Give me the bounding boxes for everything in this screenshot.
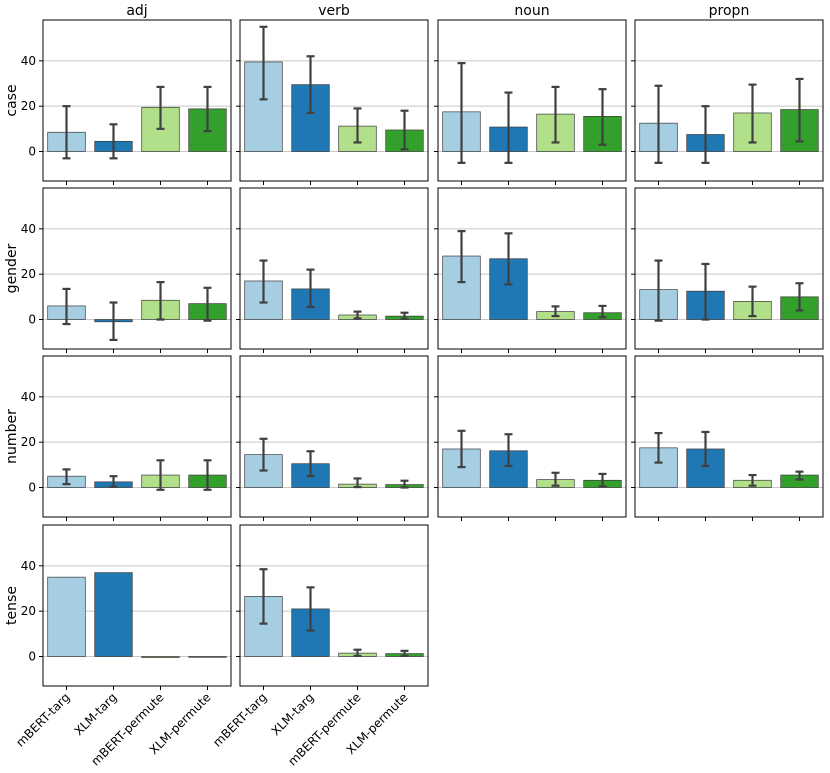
- bar-xlm-targ: [94, 572, 133, 657]
- x-tick-label-mbert-targ: mBERT-targ: [13, 690, 72, 749]
- y-tick-label: 40: [21, 559, 36, 573]
- column-title-verb: verb: [318, 3, 350, 19]
- panel-frame: [239, 355, 429, 518]
- panel-frame: [42, 187, 232, 350]
- bar-xlm-targ: [686, 448, 725, 488]
- panel-frame: [42, 524, 232, 687]
- bar-xlm-targ: [291, 608, 330, 657]
- x-tick-label-mbert-targ: mBERT-targ: [210, 690, 269, 749]
- panel-gender-verb: [236, 187, 429, 353]
- y-tick-label: 0: [28, 313, 36, 327]
- row-label-case: case: [4, 84, 20, 116]
- row-label-gender: gender: [4, 243, 20, 293]
- panel-frame: [437, 355, 627, 518]
- panel-frame: [634, 187, 824, 350]
- panel-tense-verb: mBERT-targXLM-targmBERT-permuteXLM-permu…: [210, 524, 429, 768]
- panel-case-propn: [631, 19, 824, 185]
- panel-frame: [437, 19, 627, 182]
- panel-number-noun: [434, 355, 627, 521]
- panel-number-verb: [236, 355, 429, 521]
- column-title-noun: noun: [514, 3, 549, 19]
- panel-frame: [634, 19, 824, 182]
- panel-case-noun: [434, 19, 627, 185]
- panel-frame: [634, 355, 824, 518]
- panel-number-propn: [631, 355, 824, 521]
- y-tick-label: 0: [28, 650, 36, 664]
- panel-frame: [239, 19, 429, 182]
- panel-gender-adj: 0 20 40: [21, 187, 232, 353]
- y-tick-label: 20: [21, 435, 36, 449]
- y-tick-label: 20: [21, 604, 36, 618]
- y-tick-label: 0: [28, 481, 36, 495]
- panel-number-adj: 0 20 40: [21, 355, 232, 521]
- column-title-adj: adj: [126, 3, 147, 19]
- panel-tense-adj: 02040mBERT-targXLM-targmBERT-permuteXLM-…: [13, 524, 232, 768]
- bar-mbert-targ: [47, 576, 86, 657]
- panel-frame: [437, 187, 627, 350]
- x-tick-label-xlm-targ: XLM-targ: [269, 690, 317, 738]
- y-tick-label: 20: [21, 267, 36, 281]
- panel-frame: [239, 524, 429, 687]
- row-label-number: number: [4, 409, 20, 464]
- y-tick-label: 0: [28, 145, 36, 159]
- bar-mbert-permute: [141, 656, 180, 659]
- x-tick-label-xlm-targ: XLM-targ: [72, 690, 120, 738]
- bar-xlm-permute: [188, 656, 227, 658]
- panel-case-adj: 0 20 40: [21, 19, 232, 185]
- y-tick-label: 40: [21, 54, 36, 68]
- panel-gender-noun: [434, 187, 627, 353]
- panel-frame: [42, 355, 232, 518]
- y-tick-label: 40: [21, 390, 36, 404]
- column-title-propn: propn: [709, 3, 750, 19]
- panel-case-verb: [236, 19, 429, 185]
- panel-frame: [42, 19, 232, 182]
- panel-frame: [239, 187, 429, 350]
- row-label-tense: tense: [4, 586, 20, 625]
- panel-gender-propn: [631, 187, 824, 353]
- y-tick-label: 40: [21, 222, 36, 236]
- y-tick-label: 20: [21, 99, 36, 113]
- bar-mbert-targ: [442, 255, 481, 320]
